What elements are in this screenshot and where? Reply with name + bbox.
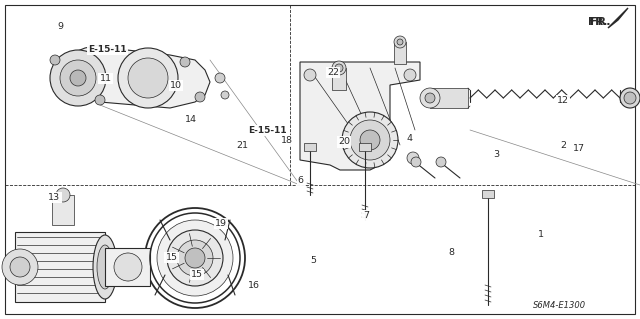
- Ellipse shape: [93, 235, 117, 299]
- Circle shape: [360, 130, 380, 150]
- Circle shape: [50, 50, 106, 106]
- Polygon shape: [55, 45, 210, 108]
- Circle shape: [167, 230, 223, 286]
- Circle shape: [215, 73, 225, 83]
- Circle shape: [2, 249, 38, 285]
- Circle shape: [420, 88, 440, 108]
- Circle shape: [304, 69, 316, 81]
- Text: FR.: FR.: [590, 17, 611, 27]
- Text: 8: 8: [448, 248, 454, 256]
- Circle shape: [60, 60, 96, 96]
- Bar: [359, 143, 371, 151]
- Text: 20: 20: [339, 137, 350, 146]
- Polygon shape: [608, 8, 628, 28]
- Text: 2: 2: [560, 141, 566, 150]
- Text: FR.: FR.: [588, 17, 607, 27]
- Text: 16: 16: [248, 281, 259, 290]
- Circle shape: [10, 257, 30, 277]
- Text: 15: 15: [166, 253, 177, 262]
- Text: S6M4-E1300: S6M4-E1300: [533, 300, 587, 309]
- Text: E-15-11: E-15-11: [88, 45, 127, 54]
- Circle shape: [394, 36, 406, 48]
- Circle shape: [118, 48, 178, 108]
- Text: 1: 1: [538, 230, 544, 239]
- Text: 18: 18: [281, 136, 292, 145]
- Text: 9: 9: [58, 22, 64, 31]
- Text: 5: 5: [310, 256, 317, 265]
- Circle shape: [70, 70, 86, 86]
- Circle shape: [350, 120, 390, 160]
- Bar: [105, 248, 150, 286]
- Circle shape: [620, 88, 640, 108]
- Text: 15: 15: [191, 270, 203, 279]
- Text: 13: 13: [49, 193, 60, 202]
- Ellipse shape: [97, 245, 113, 289]
- Text: 10: 10: [170, 81, 182, 90]
- Circle shape: [407, 152, 419, 164]
- Text: 7: 7: [363, 211, 369, 220]
- Circle shape: [128, 58, 168, 98]
- Circle shape: [180, 57, 190, 67]
- Circle shape: [50, 55, 60, 65]
- Circle shape: [221, 91, 229, 99]
- Bar: [15, 232, 105, 302]
- Circle shape: [332, 61, 346, 75]
- Circle shape: [425, 93, 435, 103]
- Circle shape: [56, 188, 70, 202]
- Circle shape: [397, 39, 403, 45]
- Circle shape: [411, 157, 421, 167]
- Text: 4: 4: [406, 134, 413, 143]
- Ellipse shape: [114, 253, 142, 281]
- Circle shape: [95, 95, 105, 105]
- Circle shape: [157, 220, 233, 296]
- Circle shape: [195, 92, 205, 102]
- Polygon shape: [300, 62, 420, 170]
- Text: 19: 19: [215, 219, 227, 228]
- Circle shape: [335, 64, 343, 72]
- Bar: [394, 42, 406, 64]
- Bar: [482, 190, 494, 198]
- Text: 14: 14: [185, 115, 196, 124]
- Circle shape: [404, 69, 416, 81]
- Text: 3: 3: [493, 150, 499, 159]
- Text: 22: 22: [327, 68, 339, 77]
- Circle shape: [185, 248, 205, 268]
- Bar: [332, 68, 346, 90]
- Circle shape: [436, 157, 446, 167]
- Text: 12: 12: [557, 96, 569, 105]
- Bar: [52, 195, 74, 225]
- Text: 6: 6: [298, 176, 304, 185]
- Circle shape: [342, 112, 398, 168]
- Text: E-15-11: E-15-11: [248, 126, 287, 135]
- Bar: [304, 143, 316, 151]
- Text: 17: 17: [573, 144, 585, 153]
- Text: 21: 21: [236, 141, 248, 150]
- Circle shape: [177, 240, 213, 276]
- Polygon shape: [430, 88, 468, 108]
- Text: 11: 11: [100, 74, 111, 83]
- Circle shape: [624, 92, 636, 104]
